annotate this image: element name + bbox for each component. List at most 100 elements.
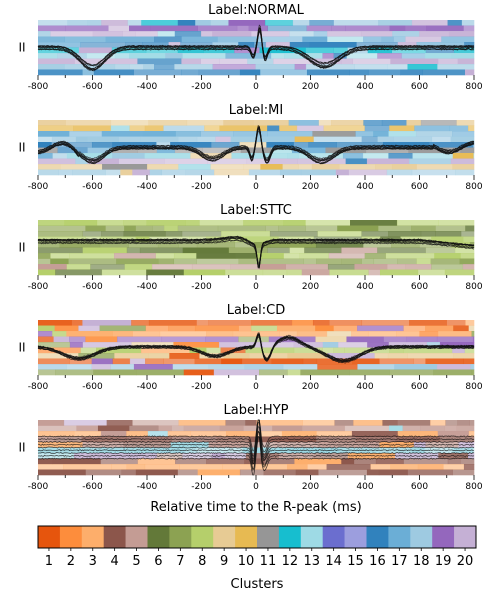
cluster-cell — [73, 431, 102, 437]
cluster-cell — [389, 125, 415, 132]
cluster-cell — [354, 64, 388, 70]
cluster-cell — [267, 153, 288, 159]
cluster-cell — [379, 358, 414, 365]
cluster-cell — [159, 331, 207, 337]
cluster-cell — [103, 58, 138, 65]
cluster-cell — [100, 431, 127, 437]
cluster-cell — [377, 247, 426, 254]
colorbar-swatch — [300, 526, 323, 548]
cluster-cell — [123, 231, 166, 237]
cluster-cell — [463, 358, 475, 365]
cluster-cell — [67, 20, 88, 26]
cluster-cell — [114, 353, 149, 359]
cluster-cell — [222, 464, 258, 470]
cluster-cell — [214, 169, 250, 176]
x-tick-label: 200 — [302, 182, 319, 192]
cluster-cell — [354, 264, 388, 270]
cluster-cell — [169, 353, 200, 359]
cluster-cell — [246, 158, 270, 165]
colorbar-tick-label: 13 — [303, 554, 320, 569]
cluster-cell — [381, 36, 394, 43]
cluster-cell — [110, 120, 149, 126]
cluster-cell — [133, 69, 182, 76]
cluster-cell — [333, 325, 358, 332]
cluster-cell — [287, 153, 299, 159]
cluster-cell — [430, 258, 460, 265]
panel-title: Label:MI — [229, 103, 284, 118]
cluster-cell — [64, 220, 98, 226]
cluster-cell — [38, 153, 53, 159]
colorbar-tick-label: 6 — [154, 554, 162, 569]
cluster-cell — [397, 431, 439, 437]
cluster-cell — [208, 364, 245, 370]
cluster-cell — [223, 353, 250, 359]
cluster-cell — [38, 353, 79, 359]
cluster-cell — [450, 136, 475, 143]
cluster-cell — [38, 242, 60, 248]
cluster-cell — [90, 264, 125, 270]
cluster-cell — [78, 325, 100, 332]
cluster-cell — [135, 225, 153, 232]
cluster-cell — [132, 169, 151, 176]
cluster-cell — [363, 36, 382, 43]
cluster-cell — [293, 142, 309, 148]
cluster-cell — [411, 20, 448, 26]
cluster-cell — [196, 258, 239, 265]
cluster-cell — [264, 458, 295, 465]
cluster-cell — [300, 369, 350, 376]
cluster-cell — [424, 53, 452, 59]
cluster-cell — [393, 36, 406, 43]
cluster-cell — [199, 220, 244, 226]
cluster-cell — [111, 464, 127, 470]
cluster-cell — [142, 131, 176, 137]
cluster-cell — [270, 53, 285, 59]
cluster-cell — [212, 31, 252, 37]
cluster-cell — [238, 42, 255, 48]
cluster-cell — [346, 336, 384, 343]
cluster-cell — [326, 331, 352, 337]
cluster-cell — [146, 220, 186, 226]
cluster-cell — [431, 264, 464, 270]
cluster-cell — [313, 136, 363, 143]
cluster-cell — [38, 20, 68, 26]
cluster-cell — [401, 53, 426, 59]
cluster-cell — [121, 469, 137, 476]
cluster-cell — [351, 431, 398, 437]
cluster-cell — [278, 225, 306, 232]
cluster-cell — [161, 336, 206, 343]
cluster-cell — [257, 36, 303, 43]
cluster-cell — [182, 53, 226, 59]
cluster-cell — [388, 153, 413, 159]
cluster-cell — [327, 31, 362, 37]
cluster-cell — [367, 47, 393, 54]
cluster-cell — [318, 469, 368, 476]
cluster-cell — [352, 358, 380, 365]
cluster-cell — [38, 58, 75, 65]
cluster-cell — [409, 320, 447, 326]
lead-label: II — [18, 141, 25, 155]
cluster-cell — [262, 269, 288, 276]
cluster-cell — [419, 331, 439, 337]
cluster-cell — [66, 264, 91, 270]
cluster-cell — [415, 131, 453, 137]
cluster-cell — [251, 320, 293, 326]
cluster-cell — [455, 169, 475, 176]
cluster-cell — [422, 69, 466, 76]
cluster-cell — [420, 120, 457, 126]
cluster-cell — [206, 347, 221, 354]
cluster-cell — [248, 169, 281, 176]
cluster-cell — [143, 64, 155, 70]
cluster-cell — [180, 42, 213, 48]
cluster-cell — [38, 158, 76, 165]
cluster-cell — [433, 369, 473, 376]
colorbar-swatch — [81, 526, 104, 548]
cluster-cell — [38, 442, 83, 448]
colorbar-swatch — [191, 526, 214, 548]
cluster-cell — [346, 53, 378, 59]
cluster-cell — [341, 258, 362, 265]
cluster-cell — [367, 331, 397, 337]
cluster-cell — [127, 20, 142, 26]
ecg-trace — [37, 419, 475, 452]
cluster-cell — [100, 458, 139, 465]
cluster-cell — [270, 242, 317, 248]
